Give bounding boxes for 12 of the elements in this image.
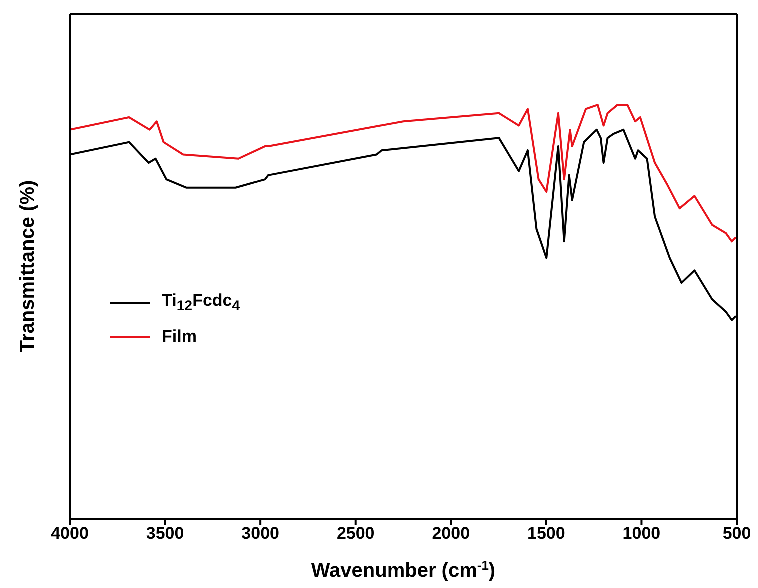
- x-tick-label: 4000: [51, 524, 89, 544]
- x-tick-label: 1000: [622, 524, 661, 544]
- x-tick-label: 1500: [528, 524, 566, 544]
- y-axis-title: Transmittance (%): [17, 180, 39, 353]
- x-tick-label: 2500: [336, 524, 375, 544]
- legend-label: Ti$_{12}$Fcdc$_{4}$: [162, 291, 240, 315]
- x-tick-label: 2000: [432, 524, 470, 544]
- x-tick-label: 3500: [146, 524, 184, 544]
- legend-label: Film: [162, 327, 197, 347]
- x-axis-title: Wavenumber (cm$^{-1}$): [311, 558, 496, 582]
- x-tick-label: 3000: [242, 524, 280, 544]
- x-tick-label: 500: [722, 524, 752, 544]
